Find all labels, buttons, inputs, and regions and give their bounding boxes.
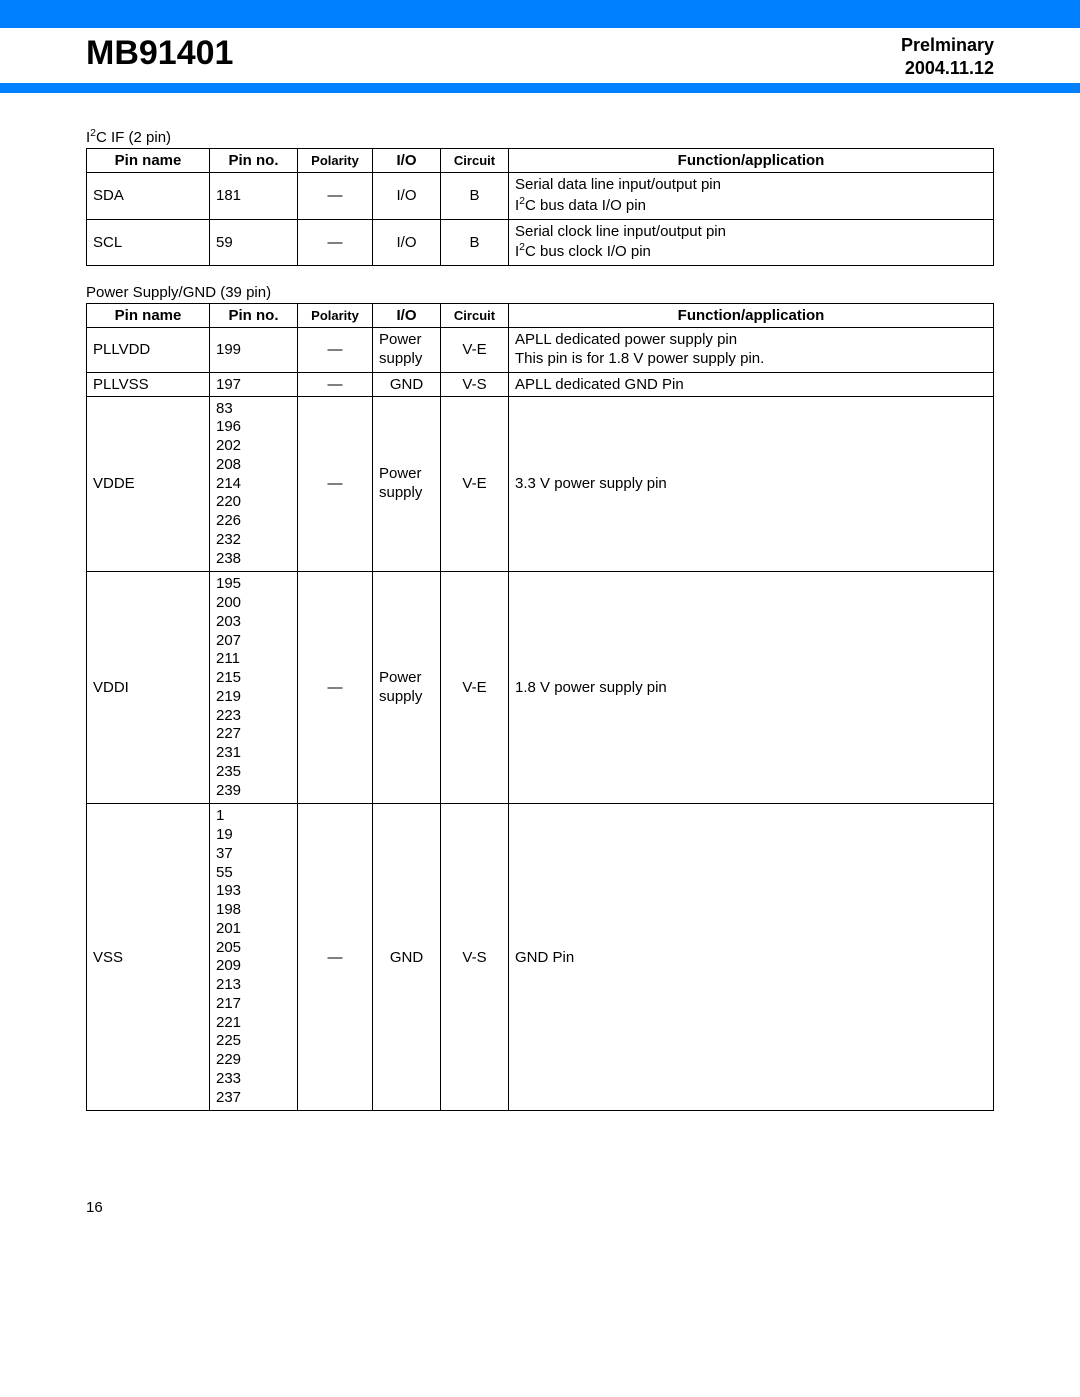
table-row: VSS 119375519319820120520921321722122522… [87,804,994,1111]
cell-pinname: SCL [87,219,210,266]
col-pinno: Pin no. [210,304,298,328]
table-row: SDA 181 — I/O B Serial data line input/o… [87,173,994,220]
col-polarity: Polarity [298,149,373,173]
cell-pinname: PLLVDD [87,328,210,373]
cell-function: Serial clock line input/output pin I2C b… [509,219,994,266]
cell-pinname: SDA [87,173,210,220]
cell-circuit: V-E [441,396,509,572]
page-number: 16 [86,1199,994,1216]
cell-polarity: — [298,372,373,396]
cell-pinname: VDDI [87,572,210,804]
cell-function: Serial data line input/output pin I2C bu… [509,173,994,220]
cell-function: APLL dedicated power supply pin This pin… [509,328,994,373]
cell-io: Powersupply [373,328,441,373]
cell-polarity: — [298,219,373,266]
table-row: PLLVDD 199 — Powersupply V-E APLL dedica… [87,328,994,373]
cell-pinno: 59 [210,219,298,266]
col-io: I/O [373,304,441,328]
cell-pinno: 197 [210,372,298,396]
section2-title: Power Supply/GND (39 pin) [86,284,994,301]
cell-polarity: — [298,173,373,220]
cell-polarity: — [298,804,373,1111]
thin-blue-bar [0,83,1080,93]
table-row: VDDE 83196202208214220226232238 — Powers… [87,396,994,572]
cell-circuit: B [441,173,509,220]
cell-polarity: — [298,572,373,804]
i2c-table: Pin name Pin no. Polarity I/O Circuit Fu… [86,148,994,266]
cell-io: GND [373,372,441,396]
table-row: VDDI 19520020320721121521922322723123523… [87,572,994,804]
col-polarity: Polarity [298,304,373,328]
doc-status: Prelminary [901,34,994,57]
header: MB91401 Prelminary 2004.11.12 [0,28,1080,83]
table-header-row: Pin name Pin no. Polarity I/O Circuit Fu… [87,149,994,173]
cell-function: APLL dedicated GND Pin [509,372,994,396]
cell-polarity: — [298,328,373,373]
cell-pinno: 181 [210,173,298,220]
content-area: I2C IF (2 pin) Pin name Pin no. Polarity… [0,93,1080,1246]
col-circuit: Circuit [441,304,509,328]
col-function: Function/application [509,304,994,328]
cell-function: GND Pin [509,804,994,1111]
section1-title: I2C IF (2 pin) [86,127,994,146]
col-circuit: Circuit [441,149,509,173]
cell-pinname: VDDE [87,396,210,572]
cell-circuit: V-S [441,372,509,396]
power-table: Pin name Pin no. Polarity I/O Circuit Fu… [86,303,994,1111]
cell-function: 1.8 V power supply pin [509,572,994,804]
top-blue-bar [0,0,1080,28]
doc-meta: Prelminary 2004.11.12 [901,34,994,79]
cell-io: I/O [373,219,441,266]
cell-io: Powersupply [373,572,441,804]
col-pinno: Pin no. [210,149,298,173]
table-header-row: Pin name Pin no. Polarity I/O Circuit Fu… [87,304,994,328]
cell-pinno: 83196202208214220226232238 [210,396,298,572]
col-pinname: Pin name [87,304,210,328]
cell-pinno: 1193755193198201205209213217221225229233… [210,804,298,1111]
cell-circuit: V-E [441,328,509,373]
doc-title: MB91401 [86,34,233,73]
cell-pinno: 199 [210,328,298,373]
col-pinname: Pin name [87,149,210,173]
cell-circuit: V-S [441,804,509,1111]
cell-circuit: B [441,219,509,266]
cell-function: 3.3 V power supply pin [509,396,994,572]
doc-date: 2004.11.12 [901,57,994,80]
cell-pinname: PLLVSS [87,372,210,396]
cell-io: Powersupply [373,396,441,572]
col-io: I/O [373,149,441,173]
cell-pinno: 195200203207211215219223227231235239 [210,572,298,804]
col-function: Function/application [509,149,994,173]
cell-io: I/O [373,173,441,220]
table-row: SCL 59 — I/O B Serial clock line input/o… [87,219,994,266]
table-row: PLLVSS 197 — GND V-S APLL dedicated GND … [87,372,994,396]
cell-pinname: VSS [87,804,210,1111]
cell-circuit: V-E [441,572,509,804]
cell-polarity: — [298,396,373,572]
cell-io: GND [373,804,441,1111]
